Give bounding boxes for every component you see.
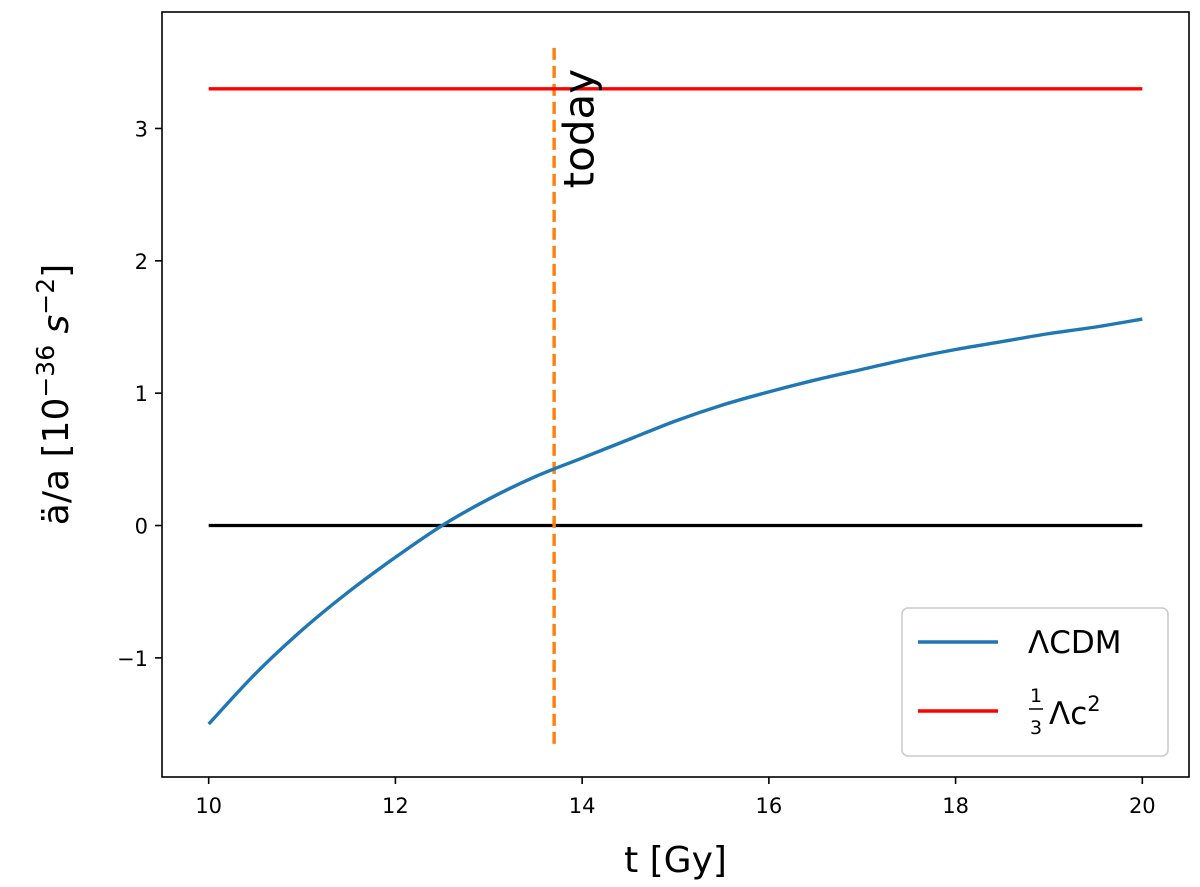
today-annotation: today [554,69,603,188]
legend-box [901,607,1169,757]
y-tick-label: 0 [135,515,148,539]
legend-label-lcdm: ΛCDM [1028,625,1121,661]
x-tick-label: 18 [942,794,969,818]
axes-frame [161,11,1190,778]
x-tick-label: 12 [382,794,409,818]
x-tick-label: 14 [569,794,596,818]
y-tick-label: 2 [135,250,148,274]
legend-fraction-num: 1 [1030,685,1042,707]
labels: t [Gy] ä/a [10−36 s−2] today [31,69,727,881]
y-axis-label: ä/a [10−36 s−2] [31,264,77,525]
legend-label-lambda: Λc2 [1049,692,1101,732]
y-tick-label: 1 [135,382,148,406]
plot-area [207,42,1143,744]
x-tick-label: 10 [195,794,222,818]
x-tick-label: 20 [1129,794,1156,818]
y-tick-label: 3 [135,117,148,141]
series-lcdm-line [207,317,1143,726]
x-axis-label: t [Gy] [624,840,727,881]
legend: ΛCDM 1 3 Λc2 [901,607,1169,757]
legend-fraction-den: 3 [1030,717,1042,739]
x-tick-label: 16 [755,794,782,818]
y-tick-label: −1 [117,647,148,671]
